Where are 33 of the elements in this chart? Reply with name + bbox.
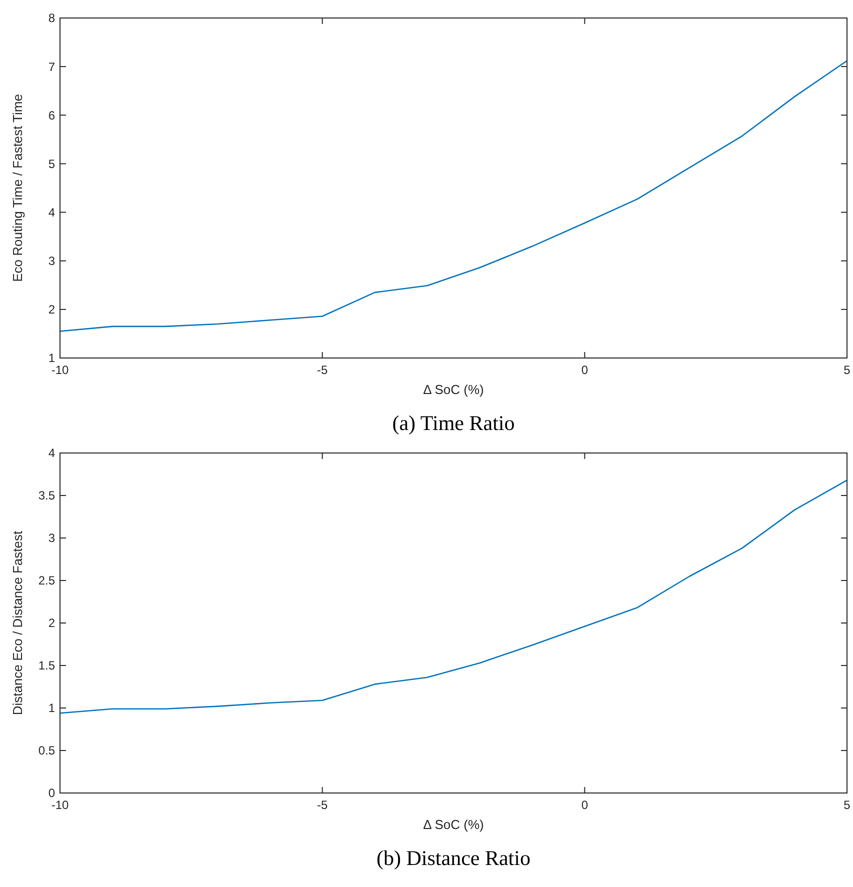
x-tick-label: 0: [581, 798, 588, 812]
y-tick-label: 2.5: [38, 574, 56, 588]
x-tick-label: -10: [51, 363, 69, 377]
x-axis-title: Δ SoC (%): [423, 382, 484, 397]
y-tick-label: 2: [48, 616, 56, 630]
y-tick-label: 0.5: [38, 744, 56, 758]
y-tick-label: 3: [48, 531, 56, 546]
x-tick-label: -10: [51, 798, 69, 812]
y-tick-label: 6: [48, 108, 56, 122]
line-series: [59, 60, 848, 332]
text: (a) Time Ratio: [392, 411, 515, 435]
x-tick-label: 0: [581, 363, 588, 377]
x-tick-label: -5: [316, 798, 328, 812]
y-axis-title: Eco Routing Time / Fastest Time: [10, 94, 25, 282]
x-tick-label: 5: [844, 363, 851, 377]
y-tick-label: 4: [48, 446, 56, 460]
y-tick-label: 1: [48, 701, 56, 716]
y-tick-label: 4: [48, 205, 56, 220]
y-tick-label: 8: [48, 11, 56, 26]
text: (b) Distance Ratio: [376, 846, 530, 870]
y-tick-label: 1.5: [38, 658, 56, 673]
y-tick-label: 1: [48, 351, 56, 366]
x-tick-label: 5: [844, 798, 851, 812]
y-tick-label: 0: [48, 786, 56, 800]
y-tick-label: 5: [48, 156, 56, 171]
y-tick-label: 3: [48, 254, 56, 268]
y-tick-label: 2: [48, 302, 56, 317]
y-axis-title: Distance Eco / Distance Fastest: [10, 530, 25, 716]
y-tick-label: 3.5: [38, 488, 56, 503]
y-tick-label: 7: [48, 60, 56, 74]
x-tick-label: -5: [316, 363, 328, 377]
x-axis-title: Δ SoC (%): [423, 817, 484, 832]
line-series: [59, 480, 848, 714]
